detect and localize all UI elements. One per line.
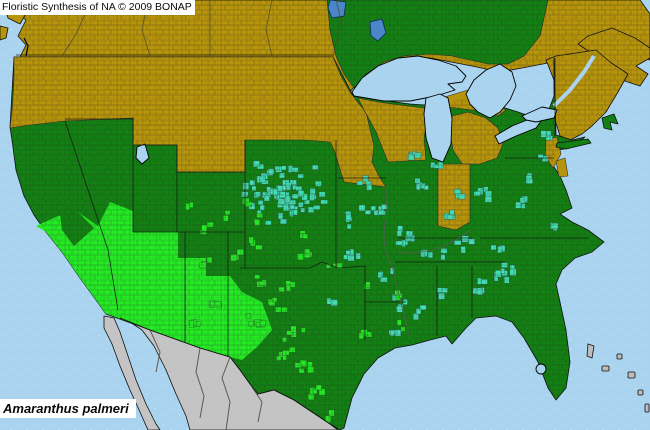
lake-erie xyxy=(494,117,542,145)
long-island xyxy=(555,138,592,150)
lake-huron xyxy=(465,63,517,119)
great-lakes xyxy=(135,0,596,375)
st-lawrence-river xyxy=(552,54,596,108)
mexico-state-borders xyxy=(149,329,263,430)
lake-nipigon xyxy=(369,18,387,42)
state-borders xyxy=(16,54,588,430)
lake-ontario xyxy=(521,106,558,123)
lake-of-the-woods xyxy=(327,0,347,19)
attribution-label: Floristic Synthesis of NA © 2009 BONAP xyxy=(0,0,195,15)
lake-michigan xyxy=(423,93,453,163)
coastal-island xyxy=(0,25,9,41)
species-name-label: Amaranthus palmeri xyxy=(0,399,136,418)
region-delaware-absent xyxy=(555,157,569,178)
lake-okeechobee xyxy=(535,363,547,375)
puget-sound xyxy=(23,37,29,57)
cape-cod xyxy=(601,113,619,131)
great-salt-lake xyxy=(135,143,150,165)
bahamas xyxy=(586,343,650,413)
region-baja xyxy=(103,315,161,430)
lake-superior xyxy=(351,55,467,102)
